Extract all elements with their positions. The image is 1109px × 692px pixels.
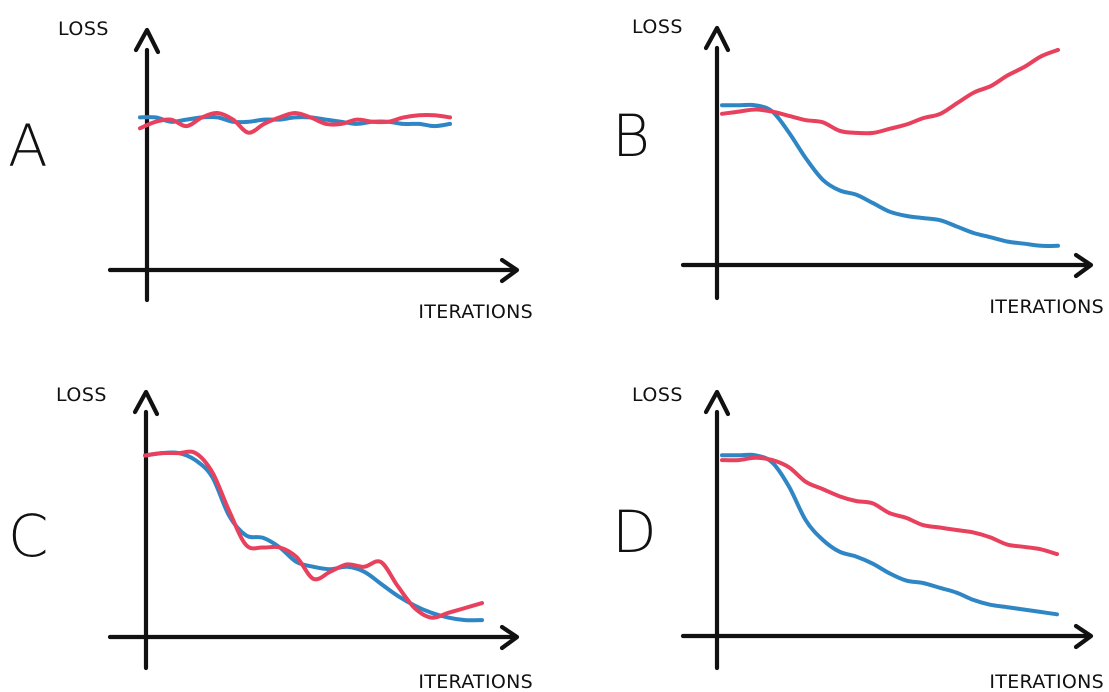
panel-b-series-line-red [720, 47, 1060, 136]
panel-d-x-axis-label: ITERATIONS [989, 671, 1104, 692]
panel-c-x-axis-arrow [499, 624, 520, 651]
panel-c-series-line-blue [143, 450, 484, 623]
panel-d-y-axis-label: LOSS [632, 384, 683, 406]
panel-a: LOSS ITERATIONS A [8, 18, 533, 323]
panel-c: LOSS ITERATIONS C [8, 384, 533, 692]
panel-c-x-axis-label: ITERATIONS [418, 671, 533, 692]
panel-d-y-axis-arrow [703, 389, 731, 417]
panel-c-y-axis-label: LOSS [56, 384, 107, 406]
panel-b-label: B [612, 102, 650, 170]
panel-b-series-line-blue [720, 102, 1060, 248]
panel-b-x-axis-label: ITERATIONS [989, 296, 1104, 318]
panel-b-y-axis-label: LOSS [632, 16, 683, 38]
panel-a-x-axis-arrow [499, 257, 520, 284]
panel-d-series-line-blue [720, 452, 1059, 617]
panel-c-label: C [8, 502, 49, 570]
panel-b-series [720, 47, 1060, 248]
panel-a-y-axis-label: LOSS [58, 18, 109, 40]
panel-d-series-line-red [720, 455, 1059, 557]
panel-b-x-axis-arrow [1073, 252, 1094, 279]
panel-c-y-axis-arrow [132, 389, 160, 417]
panel-d: LOSS ITERATIONS D [612, 384, 1104, 692]
panel-a-label: A [8, 112, 48, 180]
panel-b: LOSS ITERATIONS B [612, 16, 1104, 318]
panel-a-series [138, 110, 452, 135]
panel-b-y-axis-arrow [703, 25, 731, 53]
panel-a-series-line-blue [138, 114, 452, 129]
panel-d-series [720, 452, 1059, 617]
panel-c-series [143, 449, 484, 623]
panel-c-series-line-red [143, 449, 484, 620]
panel-d-x-axis-arrow [1073, 623, 1094, 650]
panel-d-label: D [612, 498, 657, 566]
panel-a-x-axis-label: ITERATIONS [418, 301, 533, 323]
panel-a-series-line-red [138, 110, 452, 135]
panel-a-y-axis-arrow [133, 27, 161, 55]
